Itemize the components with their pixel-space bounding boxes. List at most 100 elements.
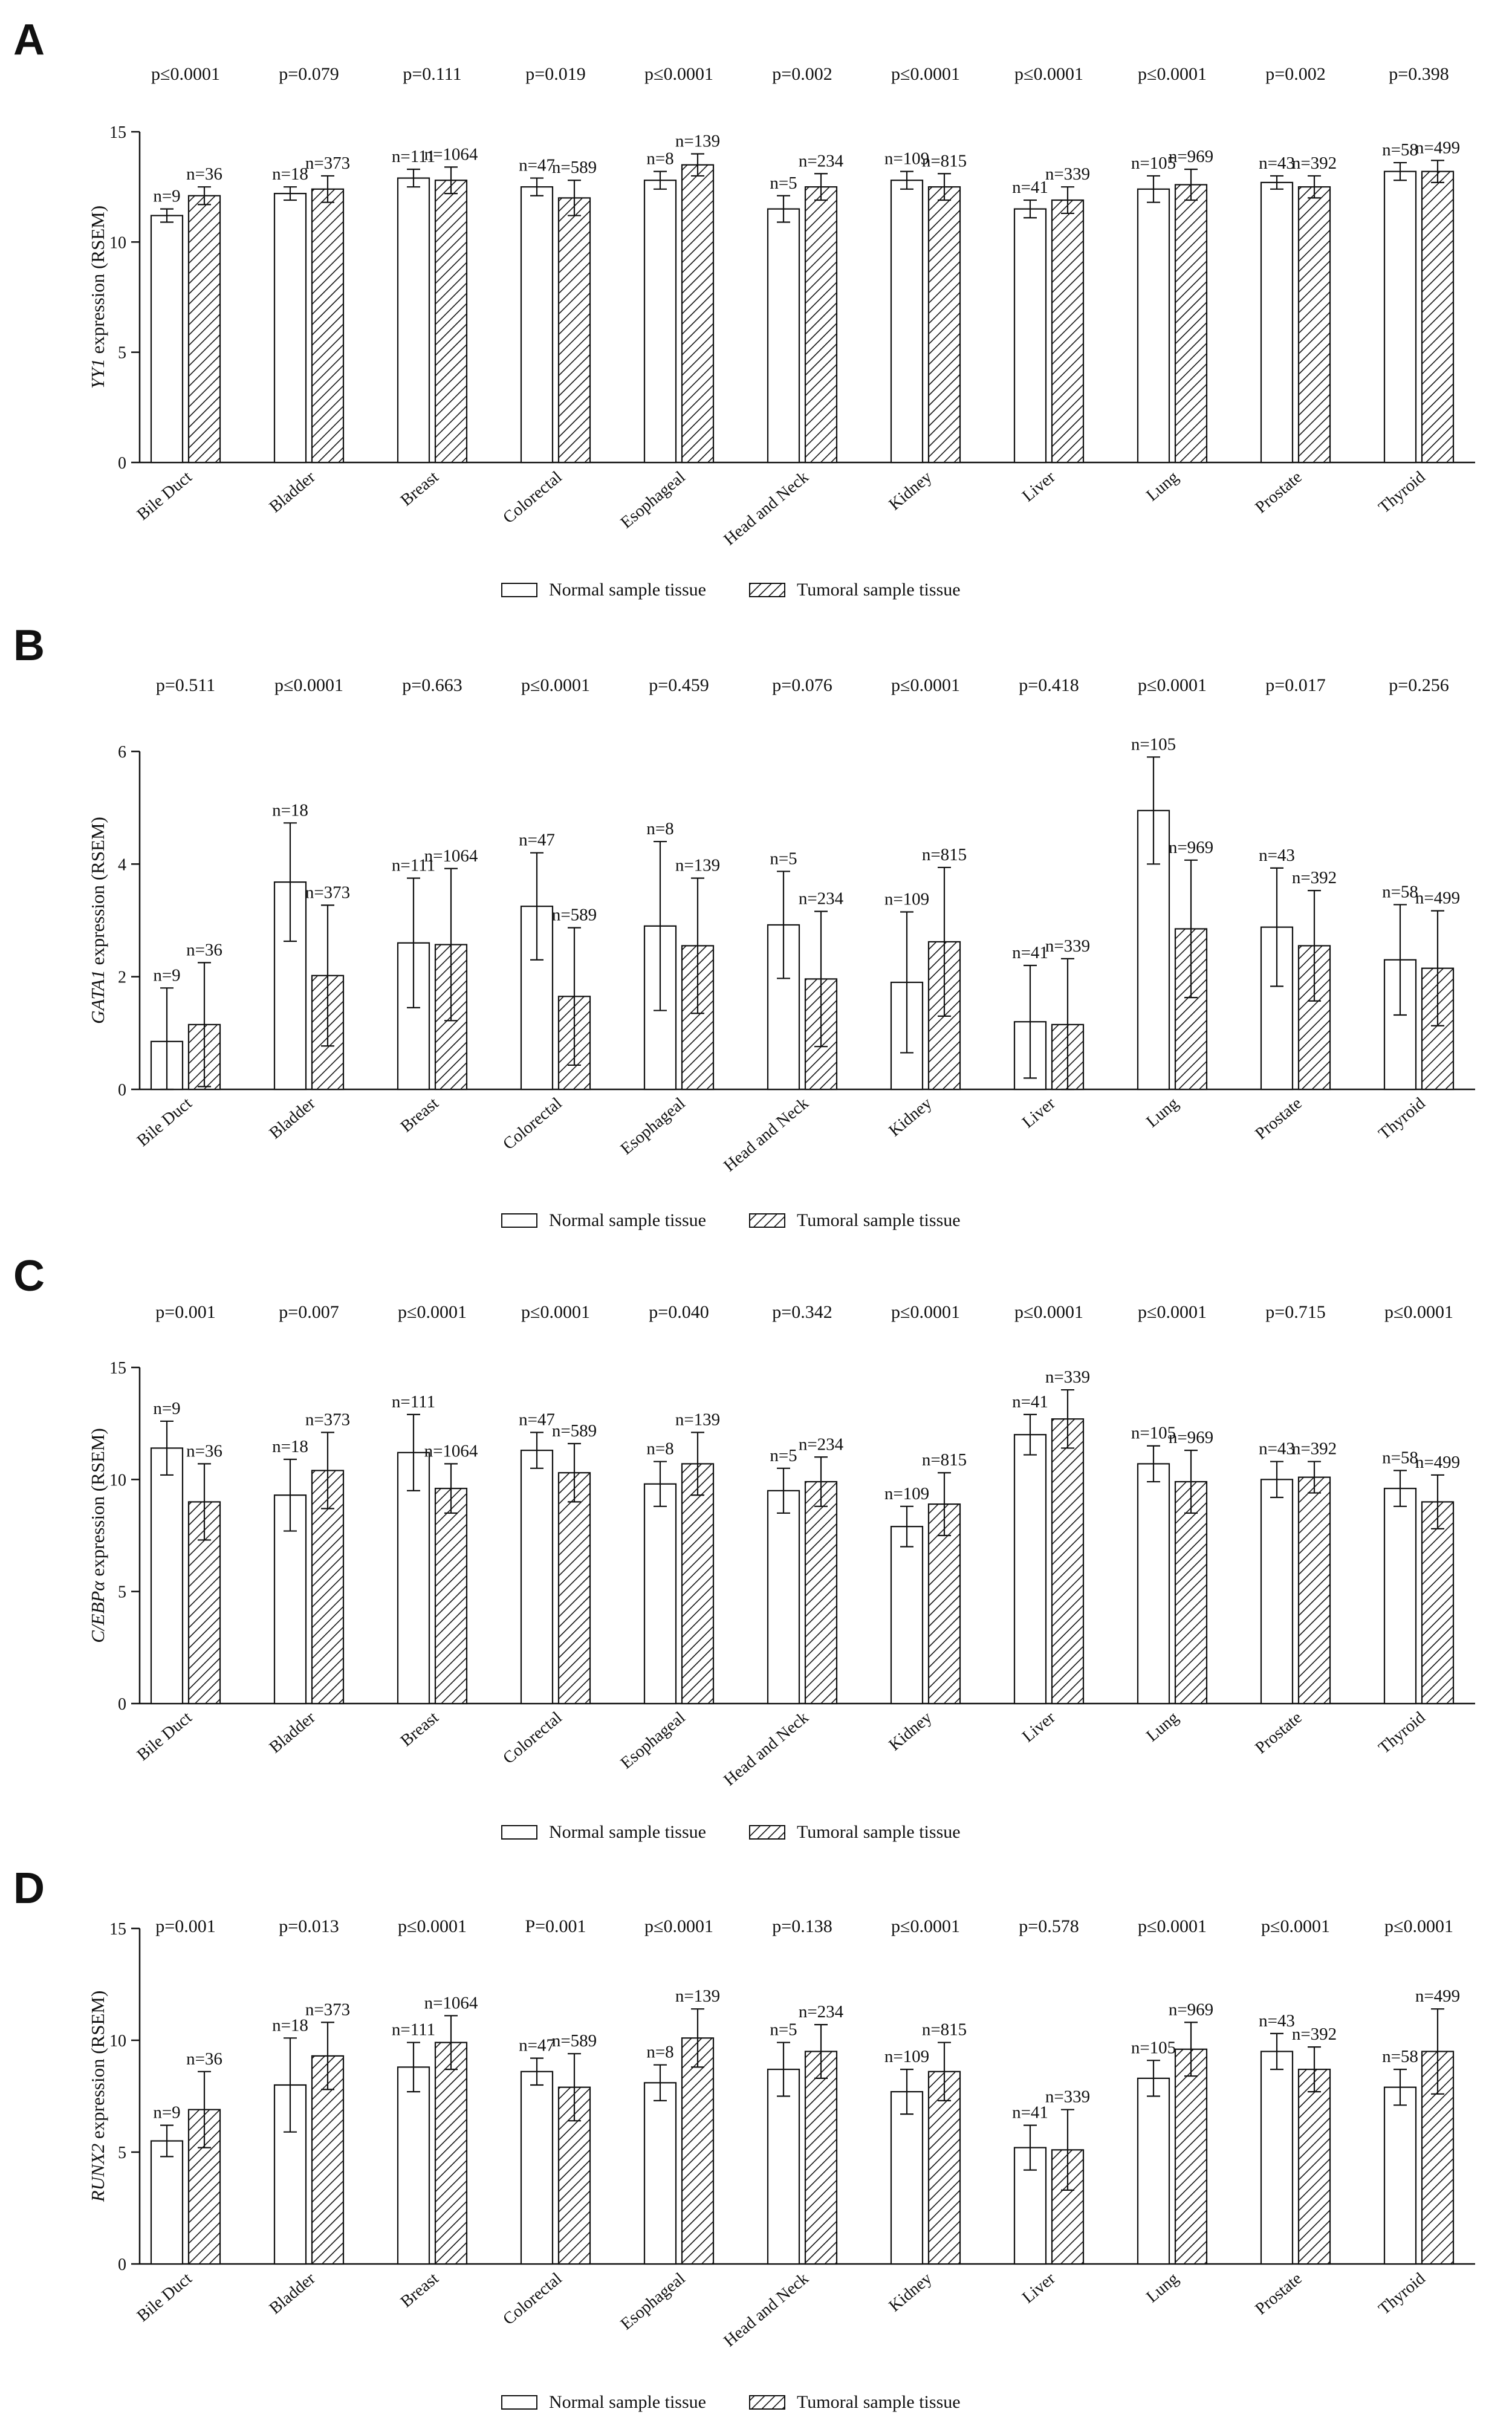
legend-swatch-normal	[501, 2395, 537, 2410]
bar-normal	[1137, 2077, 1170, 2265]
category-label: Breast	[397, 467, 443, 510]
p-value-label: p=0.017	[1265, 675, 1325, 695]
sample-count-label: n=234	[799, 2002, 844, 2022]
p-value-label: p=0.002	[1265, 64, 1325, 84]
y-tick-label: 5	[118, 1583, 126, 1602]
sample-count-label: n=109	[884, 2047, 929, 2066]
sample-count-label: n=499	[1415, 1986, 1460, 2006]
p-value-label: p=0.418	[1019, 675, 1079, 695]
category-label: Bladder	[266, 2269, 319, 2318]
p-value-label: p=0.001	[155, 1916, 215, 1936]
y-tick-label: 10	[109, 2032, 126, 2051]
bar-normal	[273, 193, 307, 464]
y-axis-label: YY1 expression (RSEM)	[87, 206, 108, 389]
p-value-label: p≤0.0001	[521, 675, 590, 695]
bar-normal	[150, 215, 184, 464]
y-axis-label-gene: GATA1	[87, 970, 108, 1024]
legend-label-normal: Normal sample tissue	[549, 580, 706, 600]
y-axis-label-unit: expression (RSEM)	[87, 1428, 108, 1581]
sample-count-label: n=373	[305, 1410, 350, 1429]
y-tick-label: 0	[118, 454, 126, 473]
bar-tumoral	[681, 1463, 715, 1705]
sample-count-label: n=139	[675, 1986, 720, 2006]
sample-count-label: n=111	[392, 147, 435, 166]
y-tick-label: 15	[109, 1920, 126, 1939]
sample-count-label: n=36	[186, 940, 222, 959]
category-label: Bladder	[266, 1708, 319, 1757]
category-label: Liver	[1019, 1708, 1059, 1746]
p-value-label: p=0.019	[525, 64, 585, 84]
sample-count-label: n=1064	[424, 144, 478, 164]
legend-swatch-tumoral	[749, 583, 785, 597]
sample-count-label: n=373	[305, 883, 350, 902]
bar-tumoral	[804, 2051, 838, 2265]
bar-normal	[150, 1447, 184, 1705]
category-label: Thyroid	[1375, 468, 1429, 517]
sample-count-label: n=109	[884, 149, 929, 169]
bar-normal	[1260, 181, 1294, 464]
category-label: Bladder	[266, 467, 319, 516]
category-label: Lung	[1143, 2269, 1182, 2307]
p-value-label: p=0.007	[279, 1302, 339, 1322]
category-label: Liver	[1019, 467, 1059, 505]
sample-count-label: n=815	[922, 2020, 967, 2040]
y-axis-label-gene: YY1	[87, 358, 108, 389]
bar-tumoral	[681, 2037, 715, 2265]
sample-count-label: n=105	[1131, 2038, 1176, 2057]
category-label: Breast	[397, 1094, 443, 1136]
y-tick-label: 2	[118, 968, 126, 987]
sample-count-label: n=373	[305, 154, 350, 173]
bar-tumoral	[1297, 186, 1331, 464]
category-label: Lung	[1143, 1708, 1182, 1746]
legend-swatch-tumoral	[749, 1825, 785, 1840]
bar-tumoral	[1421, 170, 1455, 464]
sample-count-label: n=392	[1292, 154, 1337, 173]
sample-count-label: n=105	[1131, 154, 1176, 173]
y-axis-label-unit: expression (RSEM)	[87, 206, 108, 358]
sample-count-label: n=9	[153, 1399, 180, 1418]
legend-swatch-normal	[501, 1213, 537, 1228]
bar-normal	[1013, 1434, 1047, 1705]
sample-count-label: n=9	[153, 2103, 180, 2122]
sample-count-label: n=47	[519, 1410, 555, 1429]
p-value-label: p=0.002	[772, 64, 832, 84]
p-value-label: p=0.578	[1019, 1916, 1079, 1936]
bar-tumoral	[311, 188, 345, 464]
p-value-label: p≤0.0001	[644, 64, 713, 84]
y-axis-label-unit: expression (RSEM)	[87, 817, 108, 970]
y-axis-label: C/EBPα expression (RSEM)	[87, 1428, 108, 1643]
sample-count-label: n=41	[1012, 1392, 1048, 1412]
bar-tumoral	[804, 1480, 838, 1705]
p-value-label: p=0.256	[1389, 675, 1449, 695]
bar-tumoral	[1051, 1418, 1085, 1705]
sample-count-label: n=111	[392, 2020, 435, 2040]
p-value-label: p=0.398	[1389, 64, 1449, 84]
category-label: Kidney	[885, 1708, 935, 1755]
p-value-label: p≤0.0001	[1014, 1302, 1083, 1322]
bar-tumoral	[434, 1488, 468, 1705]
panel-letter: C	[13, 1252, 45, 1300]
y-tick-label: 0	[118, 1695, 126, 1714]
sample-count-label: n=9	[153, 965, 180, 985]
sample-count-label: n=373	[305, 2000, 350, 2019]
bar-tumoral	[557, 197, 591, 464]
legend-label-tumoral: Tumoral sample tissue	[797, 1822, 961, 1842]
p-value-label: p=0.076	[772, 675, 832, 695]
sample-count-label: n=36	[186, 2049, 222, 2069]
category-label: Colorectal	[499, 1094, 565, 1153]
bar-tumoral	[311, 1470, 345, 1705]
y-tick-label: 5	[118, 2144, 126, 2162]
bar-normal	[890, 2091, 924, 2265]
p-value-label: p≤0.0001	[891, 1302, 960, 1322]
category-label: Liver	[1019, 2269, 1059, 2307]
panel-letter: B	[13, 621, 45, 670]
bar-normal	[520, 186, 554, 464]
bar-tumoral	[1174, 184, 1208, 464]
sample-count-label: n=969	[1169, 2000, 1213, 2019]
category-label: Head and Neck	[720, 468, 812, 550]
sample-count-label: n=339	[1045, 936, 1090, 956]
bar-tumoral	[927, 186, 961, 464]
y-tick-label: 0	[118, 2255, 126, 2274]
category-label: Bladder	[266, 1094, 319, 1143]
sample-count-label: n=9	[153, 187, 180, 206]
